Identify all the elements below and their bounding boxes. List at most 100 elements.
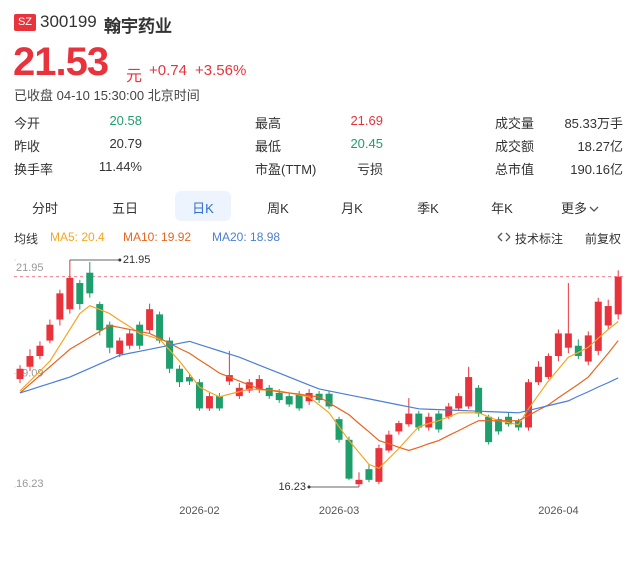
- tab[interactable]: 季K: [417, 201, 439, 216]
- chevron: [589, 206, 599, 212]
- candle-body: [425, 416, 433, 428]
- candle-body: [225, 375, 233, 382]
- stat-value: 亏损: [356, 162, 383, 177]
- candle-body: [136, 324, 144, 346]
- marking-button[interactable]: 技术标注: [515, 232, 564, 246]
- candle-body: [614, 276, 622, 315]
- candle-body: [205, 396, 213, 409]
- candle-body: [435, 413, 443, 430]
- candle-body: [475, 387, 483, 414]
- stat-value: 21.69: [350, 113, 383, 128]
- min-dot: [307, 485, 311, 489]
- candle-body: [485, 416, 493, 443]
- legend-entry: MA20: 18.98: [212, 230, 281, 244]
- stat-label: 成交量: [495, 116, 535, 131]
- ma-line: [19, 304, 619, 470]
- stock-name: 翰宇药业: [104, 17, 172, 36]
- ma-line: [19, 340, 619, 414]
- tab[interactable]: 更多: [550, 198, 610, 217]
- stat-value: 85.33万手: [564, 116, 623, 131]
- candle-body: [265, 387, 273, 397]
- price-unit: 元: [126, 68, 143, 85]
- y-tick-label: 16.23: [16, 478, 44, 490]
- price-change: +0.74: [149, 62, 187, 79]
- adjust-button[interactable]: 前复权: [585, 232, 622, 246]
- candle-body: [564, 333, 572, 348]
- candle-body: [275, 392, 283, 401]
- y-tick-label: 21.95: [16, 262, 44, 274]
- candle-body: [594, 301, 602, 351]
- candle-body: [574, 345, 582, 357]
- candle-body: [96, 304, 104, 331]
- candle-body: [56, 293, 64, 320]
- candle-body: [215, 396, 223, 409]
- candle-body: [544, 356, 552, 378]
- max-label: 21.95: [123, 254, 151, 266]
- tab[interactable]: 周K: [267, 201, 289, 216]
- candle-body: [46, 324, 54, 341]
- stat-label: 昨收: [14, 139, 41, 154]
- price-change-pct: +3.56%: [195, 62, 247, 79]
- ma-line: [19, 324, 619, 452]
- candle-body: [36, 345, 44, 357]
- max-dot: [118, 258, 122, 262]
- active-tab-bg: [175, 191, 231, 221]
- candle-body: [76, 283, 84, 305]
- candle-body: [185, 377, 193, 382]
- candle-body: [66, 277, 74, 310]
- stat-label: 总市值: [495, 162, 535, 177]
- tab[interactable]: 月K: [341, 201, 363, 216]
- tab[interactable]: 日K: [192, 201, 214, 216]
- stat-value: 18.27亿: [577, 139, 623, 154]
- candle-body: [195, 382, 203, 409]
- tab[interactable]: 五日: [111, 201, 138, 216]
- candle-body: [405, 413, 413, 425]
- market-badge: SZ: [14, 14, 36, 31]
- candle-body: [86, 272, 94, 294]
- stat-label: 最低: [255, 139, 282, 154]
- candle-body: [365, 469, 373, 480]
- candle-body: [106, 324, 114, 348]
- candle-body: [355, 479, 363, 485]
- stat-value: 190.16亿: [570, 162, 623, 177]
- candle-body: [26, 356, 34, 367]
- stat-label: 换手率: [14, 162, 54, 177]
- status: 已收盘 04-10 15:30:00 北京时间: [14, 88, 200, 103]
- tab[interactable]: 分时: [31, 201, 58, 216]
- candle-body: [455, 396, 463, 409]
- candle-body: [415, 413, 423, 428]
- stat-label: 市盈(TTM): [255, 162, 317, 177]
- candle-body: [604, 306, 612, 326]
- candle-body: [335, 419, 343, 440]
- candle-body: [116, 340, 124, 355]
- candle-body: [465, 377, 473, 407]
- tab[interactable]: 年K: [491, 201, 513, 216]
- candle-body: [156, 314, 164, 341]
- candle-body: [375, 448, 383, 482]
- candle-body: [126, 333, 134, 346]
- stat-value: 20.79: [109, 136, 142, 151]
- min-label: 16.23: [278, 481, 306, 493]
- x-tick-label: 2026-04: [538, 505, 578, 517]
- candle-body: [554, 333, 562, 357]
- candle-body: [295, 394, 303, 409]
- legend-entry: MA10: 19.92: [123, 230, 192, 244]
- candle-body: [385, 434, 393, 451]
- candle-body: [495, 419, 503, 432]
- candle-body: [395, 423, 403, 432]
- candle-body: [166, 340, 174, 369]
- candle-body: [285, 396, 293, 405]
- marking-icon: [497, 232, 511, 242]
- candle-body: [534, 366, 542, 383]
- candle-body: [345, 439, 353, 479]
- ma-title: 均线: [14, 232, 39, 246]
- stat-value: 20.58: [109, 113, 142, 128]
- candle-body: [445, 406, 453, 417]
- candle-body: [325, 393, 333, 407]
- candle-body: [176, 368, 184, 383]
- candle-body: [146, 309, 154, 331]
- stat-label: 成交额: [495, 139, 535, 154]
- legend-entry: MA5: 20.4: [50, 230, 105, 244]
